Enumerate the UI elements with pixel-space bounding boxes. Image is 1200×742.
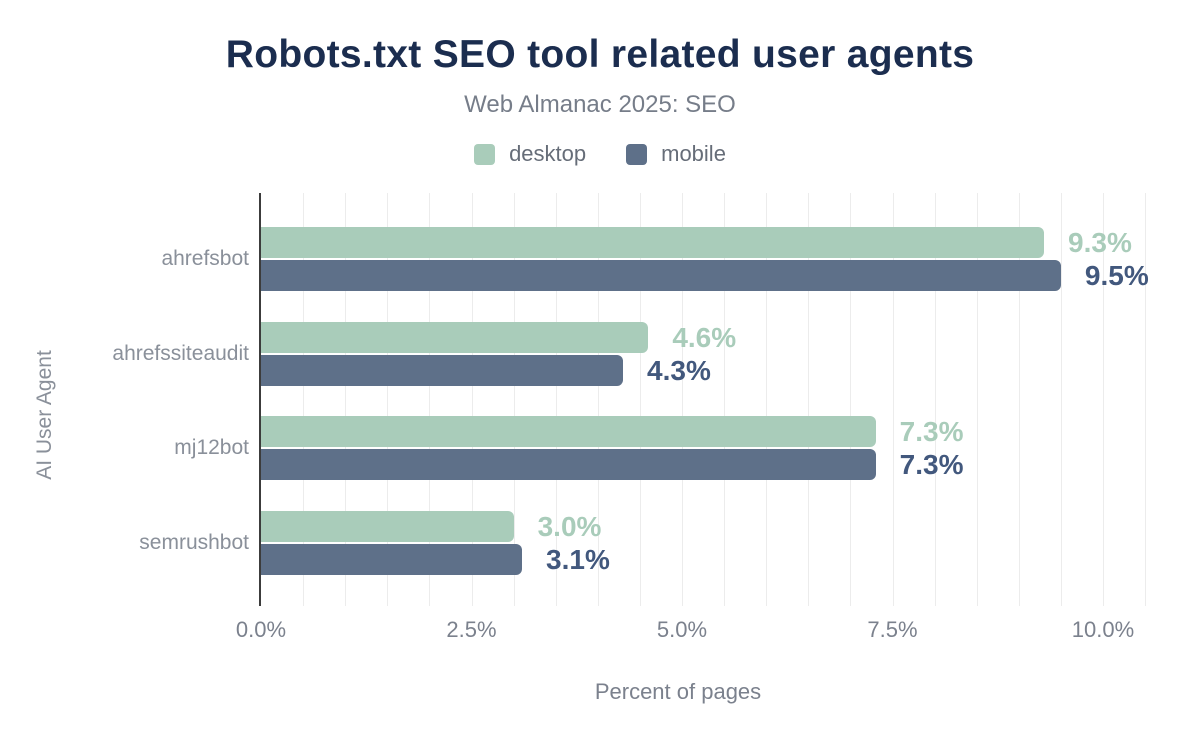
gridline	[850, 193, 852, 606]
category-label-ahrefssiteaudit: ahrefssiteaudit	[112, 341, 249, 365]
gridline	[303, 193, 305, 606]
legend-item-desktop: desktop	[474, 141, 586, 167]
x-tick-label: 10.0%	[1071, 617, 1135, 642]
bar-desktop-ahrefsbot	[261, 227, 1045, 258]
bar-mobile-ahrefsbot	[261, 260, 1061, 291]
chart-subtitle: Web Almanac 2025: SEO	[464, 91, 736, 118]
value-label-desktop-semrushbot: 3.0%	[537, 511, 602, 543]
legend-swatch-desktop	[474, 143, 496, 165]
gridline	[387, 193, 389, 606]
gridline	[555, 193, 557, 606]
x-tick-label: 0.0%	[235, 617, 287, 642]
gridline	[1018, 193, 1020, 606]
gridline	[429, 193, 431, 606]
x-axis-title: Percent of pages	[594, 679, 762, 704]
bar-mobile-mj12bot	[261, 449, 876, 481]
gridline	[513, 193, 515, 606]
category-label-ahrefsbot: ahrefsbot	[161, 247, 249, 270]
gridline	[1060, 193, 1062, 606]
category-label-mj12bot: mj12bot	[174, 436, 249, 460]
gridline	[766, 193, 768, 606]
x-tick-label: 2.5%	[446, 617, 497, 642]
gridline	[471, 193, 473, 606]
value-label-desktop-ahrefsbot: 9.3%	[1068, 227, 1132, 258]
x-tick-label: 5.0%	[656, 617, 708, 642]
category-label-semrushbot: semrushbot	[139, 531, 249, 555]
legend-label-mobile: mobile	[661, 141, 726, 166]
gridline	[1103, 193, 1104, 606]
y-axis-line	[259, 193, 261, 606]
bar-desktop-mj12bot	[261, 416, 876, 448]
bar-mobile-semrushbot	[261, 544, 523, 576]
value-label-desktop-mj12bot: 7.3%	[899, 416, 964, 448]
value-label-mobile-ahrefssiteaudit: 4.3%	[647, 354, 711, 386]
value-label-mobile-semrushbot: 3.1%	[546, 544, 610, 576]
legend-swatch-mobile	[626, 143, 648, 165]
bar-mobile-ahrefssiteaudit	[261, 354, 624, 386]
value-label-desktop-ahrefssiteaudit: 4.6%	[672, 321, 737, 353]
value-label-mobile-ahrefsbot: 9.5%	[1084, 260, 1149, 291]
legend-item-mobile: mobile	[626, 141, 726, 167]
gridline	[808, 193, 810, 606]
bar-desktop-ahrefssiteaudit	[261, 321, 649, 353]
legend-label-desktop: desktop	[509, 141, 587, 166]
gridline	[345, 193, 347, 606]
gridline	[597, 193, 599, 606]
gridline	[724, 193, 726, 606]
gridline	[639, 193, 641, 606]
gridline	[976, 193, 978, 606]
gridline	[934, 193, 936, 606]
gridline	[1145, 193, 1147, 606]
chart-title: Robots.txt SEO tool related user agents	[225, 33, 975, 76]
legend: desktop mobile	[0, 141, 1200, 167]
bar-desktop-semrushbot	[261, 511, 514, 543]
gridline	[682, 193, 683, 606]
value-label-mobile-mj12bot: 7.3%	[899, 449, 964, 481]
gridline	[892, 193, 894, 606]
x-tick-label: 7.5%	[867, 617, 918, 642]
